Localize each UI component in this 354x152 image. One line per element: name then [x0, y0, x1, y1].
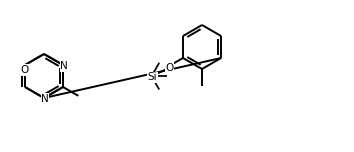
Text: O: O [21, 65, 29, 75]
Text: Si: Si [148, 72, 157, 82]
Text: N: N [41, 94, 49, 104]
Text: O: O [166, 63, 174, 73]
Text: N: N [60, 61, 68, 71]
